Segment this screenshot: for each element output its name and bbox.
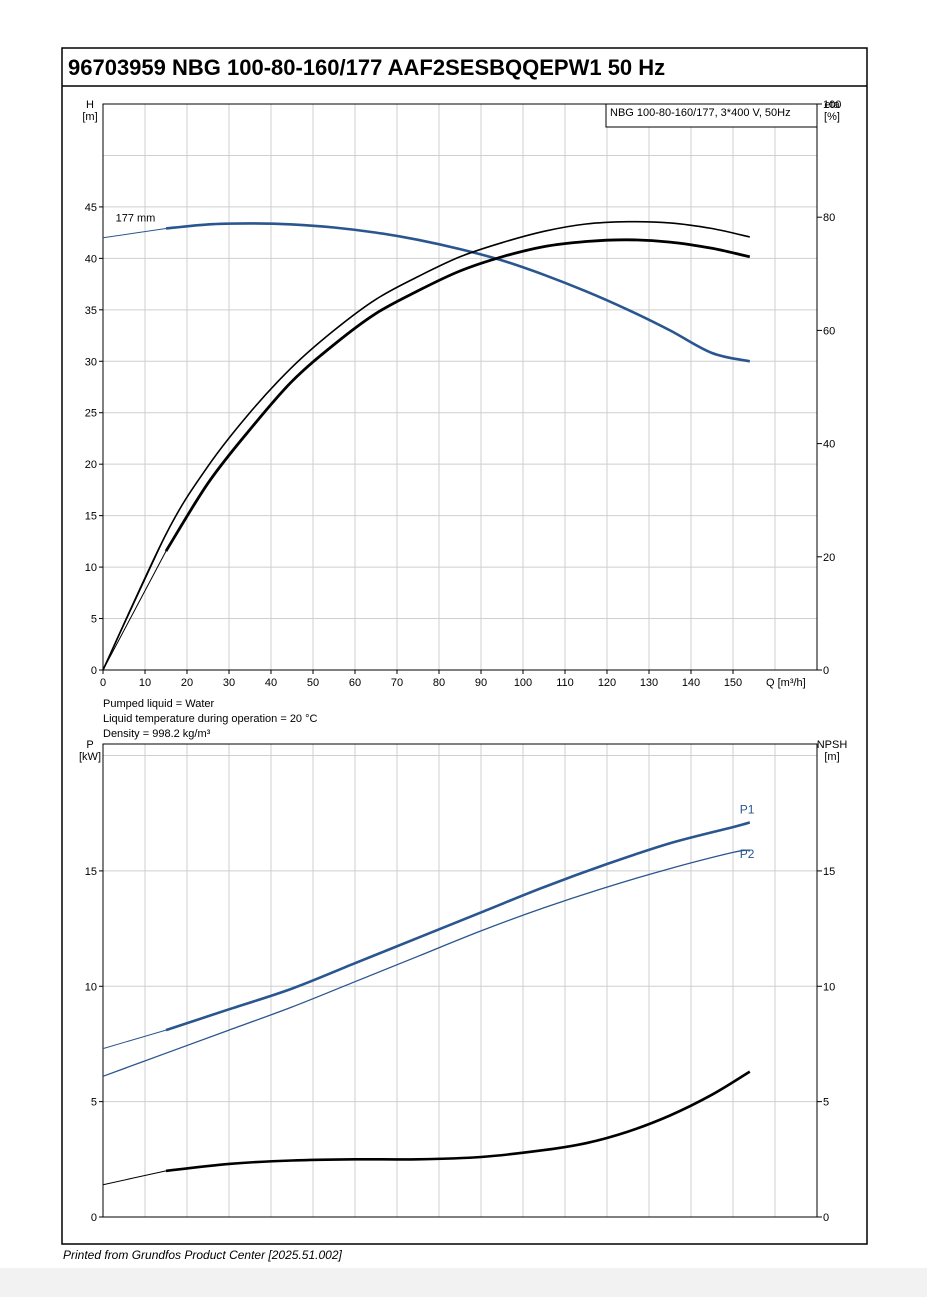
x-tick-label: 40	[265, 677, 277, 689]
y-left-tick-label: 10	[85, 981, 97, 993]
curve-NPSH	[165, 1070, 751, 1173]
y-right-tick-label: 10	[823, 981, 835, 993]
y-left-axis-title: H	[86, 99, 94, 111]
y-right-tick-label: 60	[823, 325, 835, 337]
curve-P1-thin	[102, 1029, 167, 1050]
x-tick-label: 130	[640, 677, 658, 689]
y-right-tick-label: 15	[823, 866, 835, 878]
x-axis-title: Q [m³/h]	[766, 677, 806, 689]
liquid-info-line: Density = 998.2 kg/m³	[103, 728, 211, 740]
x-tick-label: 70	[391, 677, 403, 689]
curve-eta2-thin	[102, 550, 167, 671]
x-tick-label: 150	[724, 677, 742, 689]
x-tick-label: 20	[181, 677, 193, 689]
footer-note: Printed from Grundfos Product Center [20…	[63, 1248, 342, 1262]
liquid-info-line: Liquid temperature during operation = 20…	[103, 713, 318, 725]
y-left-tick-label: 35	[85, 305, 97, 317]
y-left-tick-label: 0	[91, 1212, 97, 1224]
liquid-info-line: Pumped liquid = Water	[103, 698, 215, 710]
y-right-tick-label: 100	[823, 99, 841, 111]
power-npsh-chart: 0 5 10 15 0 5 10 15 P[kW] NPSH[m] P1 P2	[79, 739, 847, 1224]
y-right-tick-label: 40	[823, 439, 835, 451]
y-left-tick-label: 20	[85, 459, 97, 471]
y-left-tick-label: 45	[85, 202, 97, 214]
series-label-P1: P1	[740, 802, 755, 816]
curve-H	[165, 222, 751, 363]
x-tick-label: 60	[349, 677, 361, 689]
y-left-axis-unit: [m]	[82, 111, 97, 123]
y-left-tick-label: 5	[91, 1097, 97, 1109]
y-right-axis-title: eta	[824, 99, 840, 111]
y-left-tick-label: 15	[85, 511, 97, 523]
y-right-tick-label: 0	[823, 1212, 829, 1224]
y-left-axis-unit: [kW]	[79, 751, 101, 763]
y-left-tick-label: 0	[91, 665, 97, 677]
curve-P1	[165, 821, 751, 1032]
series-label-P2: P2	[740, 847, 755, 861]
y-left-tick-label: 30	[85, 356, 97, 368]
y-left-tick-label: 5	[91, 614, 97, 626]
y-right-axis-title: NPSH	[817, 739, 848, 751]
page-title: 96703959 NBG 100-80-160/177 AAF2SESBQQEP…	[68, 55, 665, 80]
x-tick-label: 30	[223, 677, 235, 689]
curve-NPSH-thin	[102, 1170, 167, 1186]
x-tick-label: 120	[598, 677, 616, 689]
x-tick-label: 50	[307, 677, 319, 689]
head-efficiency-chart: 051015202530354045020406080100H[m]eta[%]…	[82, 99, 841, 689]
x-tick-label: 110	[556, 677, 574, 689]
legend-box-label: NBG 100-80-160/177, 3*400 V, 50Hz	[610, 107, 791, 119]
y-right-tick-label: 80	[823, 212, 835, 224]
plot-frame	[102, 743, 818, 1218]
x-tick-label: 0	[100, 677, 106, 689]
curve-diameter-label: 177 mm	[116, 212, 156, 224]
y-left-tick-label: 10	[85, 562, 97, 574]
y-left-tick-label: 25	[85, 408, 97, 420]
x-tick-label: 100	[514, 677, 532, 689]
y-left-axis-title: P	[86, 739, 93, 751]
y-right-axis-unit: [m]	[824, 751, 839, 763]
plot-frame	[102, 103, 818, 671]
x-tick-label: 10	[139, 677, 151, 689]
page-frame	[61, 47, 868, 1245]
curve-eta1	[102, 220, 750, 671]
y-left-tick-label: 15	[85, 866, 97, 878]
x-tick-label: 140	[682, 677, 700, 689]
curve-H-thin	[102, 228, 167, 239]
y-right-tick-label: 0	[823, 665, 829, 677]
curve-eta2	[164, 238, 751, 552]
legend-box	[605, 103, 818, 128]
y-right-tick-label: 5	[823, 1097, 829, 1109]
x-tick-label: 80	[433, 677, 445, 689]
y-right-tick-label: 20	[823, 552, 835, 564]
curve-P2	[102, 849, 750, 1077]
y-left-tick-label: 40	[85, 253, 97, 265]
liquid-info: Pumped liquid = Water Liquid temperature…	[103, 698, 318, 740]
x-tick-label: 90	[475, 677, 487, 689]
viewer-bottom-strip	[0, 1268, 927, 1297]
y-right-axis-unit: [%]	[824, 111, 840, 123]
